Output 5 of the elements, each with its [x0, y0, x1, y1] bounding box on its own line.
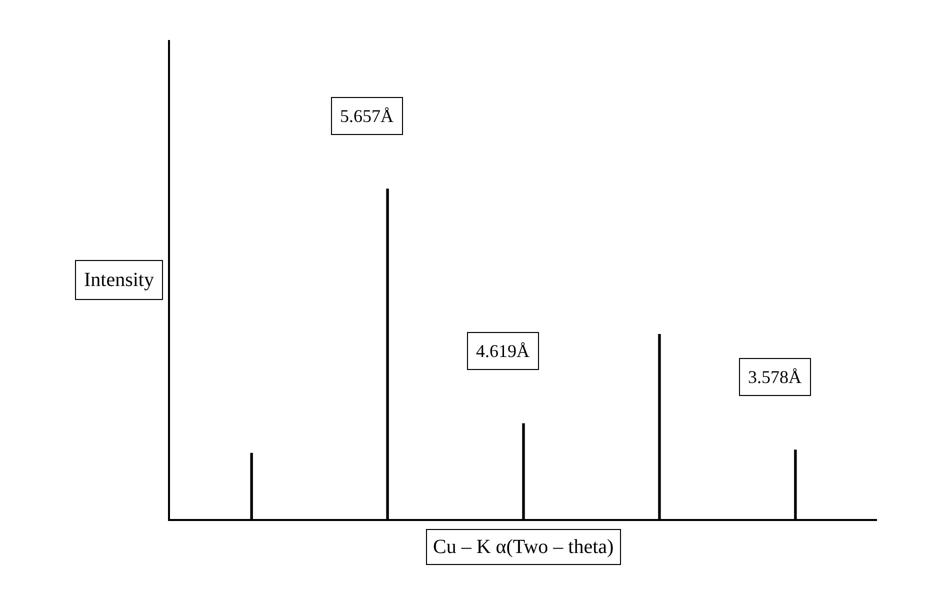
text: 5.657Å — [340, 106, 394, 126]
y-axis-title: Intensity — [84, 269, 154, 291]
annotation: 3.578Å — [748, 367, 802, 387]
x-axis-title: Cu – K α(Two – theta) — [433, 536, 614, 558]
annotation: 4.619Å — [476, 341, 530, 361]
